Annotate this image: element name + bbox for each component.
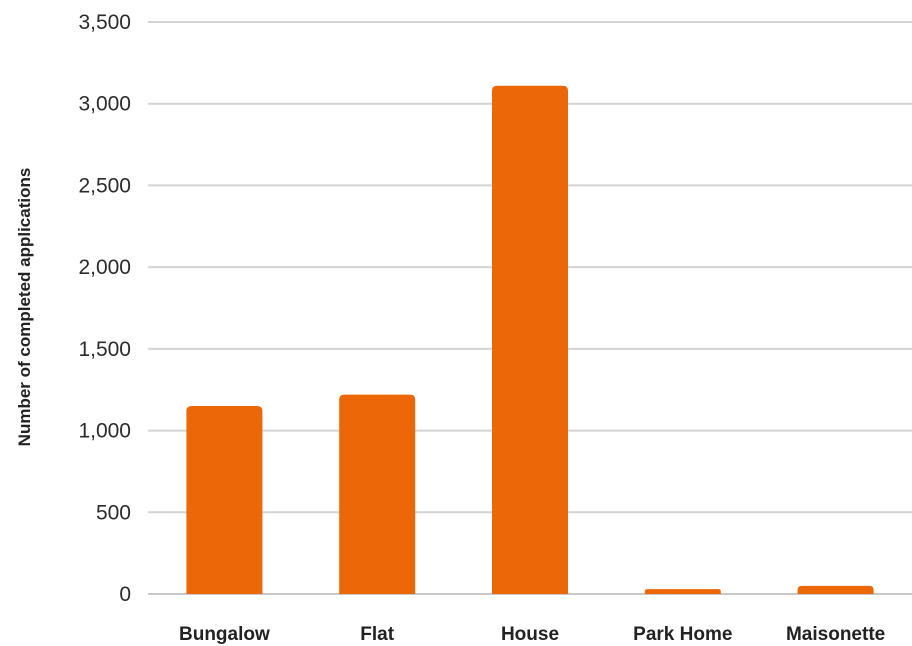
bar-house bbox=[492, 85, 568, 594]
x-tick-label: Bungalow bbox=[179, 624, 270, 645]
x-tick-label: Park Home bbox=[633, 624, 732, 645]
x-axis-ticks: Bungalow Flat House Park Home Maisonette bbox=[179, 624, 885, 645]
y-tick-label: 2,500 bbox=[78, 174, 131, 197]
x-tick-label: Maisonette bbox=[786, 624, 885, 645]
y-tick-label: 1,500 bbox=[78, 338, 131, 361]
y-axis-ticks: 0 500 1,000 1,500 2,000 2,500 3,000 3,500 bbox=[78, 11, 131, 606]
bar-park-home bbox=[644, 589, 721, 594]
y-tick-label: 1,000 bbox=[78, 420, 131, 443]
bar-maisonette bbox=[797, 585, 874, 594]
y-axis-label: Number of completed applications bbox=[15, 168, 34, 447]
bar-flat bbox=[339, 394, 416, 594]
y-tick-label: 0 bbox=[119, 583, 131, 606]
y-tick-label: 2,000 bbox=[78, 256, 131, 279]
y-tick-label: 500 bbox=[96, 501, 131, 524]
bars bbox=[186, 85, 874, 594]
bar-bungalow bbox=[186, 406, 263, 594]
x-tick-label: Flat bbox=[360, 624, 394, 645]
x-tick-label: House bbox=[501, 624, 559, 645]
y-tick-label: 3,000 bbox=[78, 93, 131, 116]
y-tick-label: 3,500 bbox=[78, 11, 131, 34]
